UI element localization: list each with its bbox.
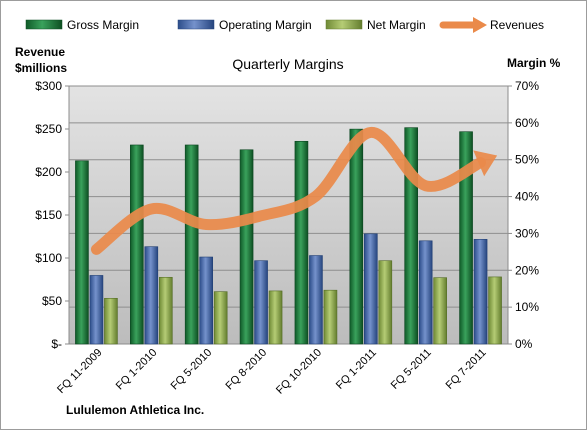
x-tick-label: FQ 10-2010: [274, 347, 324, 397]
right-tick-label: 10%: [515, 300, 539, 314]
operating-margin-bar: [418, 240, 433, 345]
legend-swatch-revenues: [439, 17, 487, 33]
x-axis-ticks: FQ 11-2009 FQ 1-2010 FQ 5-2010 FQ 8-2010 FQ …: [55, 347, 489, 397]
left-tick-label: $300: [35, 79, 62, 93]
left-axis-ticks: $- $50 $100 $150 $200 $250 $300: [35, 79, 69, 351]
net-margin-bar: [213, 291, 228, 345]
gross-margin-bar: [130, 144, 144, 345]
legend-swatch-operating-margin: [177, 19, 215, 30]
net-margin-bar: [323, 289, 338, 345]
operating-margin-bar: [309, 255, 323, 345]
right-tick-label: 70%: [515, 79, 539, 93]
left-tick-label: $150: [35, 208, 62, 222]
gross-margin-bar: [75, 160, 89, 345]
net-margin-bar: [104, 297, 118, 345]
left-axis-title-line2: $millions: [15, 61, 67, 75]
operating-margin-bar: [199, 256, 213, 345]
x-tick-label: FQ 11-2009: [55, 347, 104, 396]
x-tick-label: FQ 1-2010: [114, 347, 160, 393]
right-tick-label: 0%: [515, 337, 533, 351]
right-tick-label: 30%: [515, 226, 539, 240]
operating-margin-bar: [89, 275, 104, 345]
chart-title: Quarterly Margins: [232, 56, 343, 72]
operating-margin-bar: [144, 246, 159, 345]
right-tick-label: 60%: [515, 116, 539, 130]
net-margin-bar: [433, 277, 447, 345]
revenue-line: [90, 126, 498, 255]
right-tick-label: 20%: [515, 263, 539, 277]
x-tick-label: FQ 5-2010: [169, 347, 215, 393]
gross-margin-bar: [184, 144, 199, 345]
gross-margin-bar: [294, 140, 309, 345]
legend-label-gross-margin: Gross Margin: [67, 18, 139, 32]
revenues-line-arrowhead: [473, 150, 498, 177]
operating-margin-bar: [473, 239, 488, 345]
left-tick-label: $-: [51, 337, 62, 351]
company-name: Lululemon Athletica Inc.: [66, 403, 204, 417]
gross-margin-bar: [349, 128, 364, 345]
legend: Gross Margin Operating Margin Net Margin…: [25, 17, 544, 33]
gross-margin-bar: [239, 149, 254, 345]
left-axis-title-line1: Revenue: [15, 45, 65, 59]
net-margin-bar: [488, 276, 502, 345]
net-margin-bar: [378, 260, 393, 345]
right-axis-title: Margin %: [507, 56, 561, 70]
x-tick-label: FQ 8-2010: [224, 347, 270, 393]
x-tick-label: FQ 1-2011: [334, 347, 379, 392]
revenues-line-path: [90, 126, 487, 255]
left-tick-label: $250: [35, 122, 62, 136]
left-tick-label: $100: [35, 251, 62, 265]
right-tick-label: 50%: [515, 153, 539, 167]
gross-margin-bar: [459, 131, 473, 345]
net-margin-bar: [159, 276, 173, 345]
right-tick-label: 40%: [515, 190, 539, 204]
legend-swatch-net-margin: [325, 19, 363, 30]
left-tick-label: $50: [42, 294, 62, 308]
right-axis-ticks: 0% 10% 20% 30% 40% 50% 60% 70%: [508, 79, 539, 351]
x-tick-label: FQ 5-2011: [389, 347, 434, 392]
x-tick-label: FQ 7-2011: [444, 347, 489, 392]
left-tick-label: $200: [35, 165, 62, 179]
legend-label-operating-margin: Operating Margin: [219, 18, 312, 32]
legend-label-revenues: Revenues: [490, 18, 544, 32]
operating-margin-bar: [254, 260, 268, 345]
bars: [75, 127, 502, 345]
legend-label-net-margin: Net Margin: [367, 18, 426, 32]
operating-margin-bar: [364, 233, 378, 345]
legend-swatch-gross-margin: [25, 19, 63, 30]
net-margin-bar: [268, 290, 283, 345]
